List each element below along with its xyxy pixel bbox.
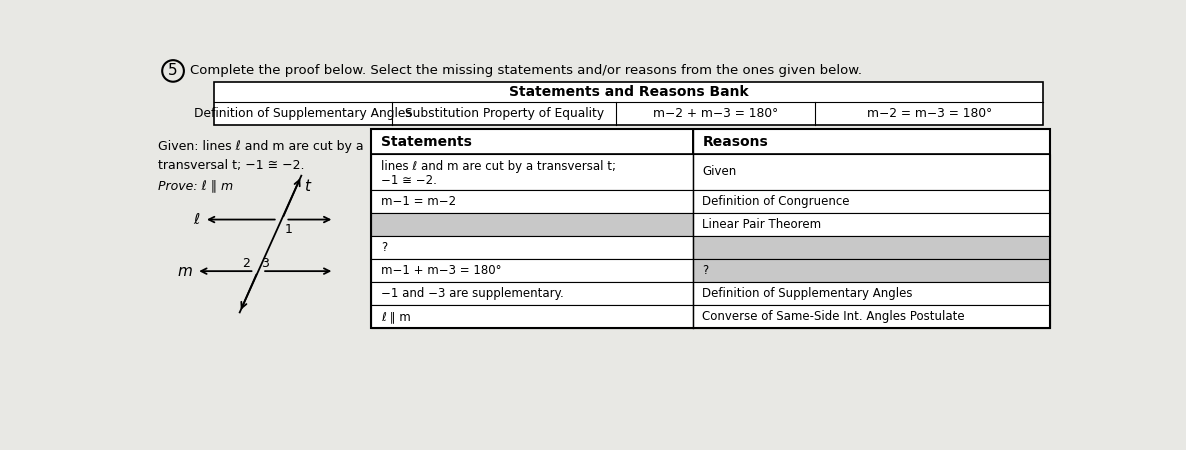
- Text: ?: ?: [702, 264, 708, 277]
- Text: Definition of Supplementary Angles: Definition of Supplementary Angles: [702, 287, 913, 300]
- Text: 2: 2: [242, 256, 250, 270]
- Bar: [371, 282, 693, 305]
- Text: 1: 1: [285, 223, 293, 236]
- Text: Definition of Congruence: Definition of Congruence: [702, 194, 850, 207]
- Text: ℓ ∥ m: ℓ ∥ m: [381, 310, 410, 323]
- Text: 3: 3: [261, 256, 269, 270]
- Bar: [371, 259, 693, 282]
- Bar: [693, 130, 1050, 154]
- Text: ?: ?: [381, 241, 387, 254]
- Text: Substitution Property of Equality: Substitution Property of Equality: [404, 107, 604, 120]
- Text: 5: 5: [168, 63, 178, 78]
- Text: lines ℓ and m are cut by a transversal t;: lines ℓ and m are cut by a transversal t…: [381, 160, 616, 173]
- Bar: [215, 82, 1044, 125]
- Text: m−2 = m−3 = 180°: m−2 = m−3 = 180°: [867, 107, 991, 120]
- Bar: [371, 154, 693, 189]
- Bar: [693, 305, 1050, 328]
- Text: m−1 = m−2: m−1 = m−2: [381, 194, 455, 207]
- Text: Reasons: Reasons: [702, 135, 769, 149]
- Text: Statements and Reasons Bank: Statements and Reasons Bank: [509, 85, 748, 99]
- Text: $\ell$: $\ell$: [193, 212, 200, 227]
- Text: −1 ≅ −2.: −1 ≅ −2.: [381, 174, 436, 187]
- Text: Prove: ℓ ∥ m: Prove: ℓ ∥ m: [158, 179, 232, 192]
- Bar: [371, 130, 693, 154]
- Bar: [371, 305, 693, 328]
- Text: Linear Pair Theorem: Linear Pair Theorem: [702, 218, 822, 231]
- Text: Converse of Same-Side Int. Angles Postulate: Converse of Same-Side Int. Angles Postul…: [702, 310, 965, 323]
- Text: Definition of Supplementary Angles: Definition of Supplementary Angles: [195, 107, 413, 120]
- Text: m−2 + m−3 = 180°: m−2 + m−3 = 180°: [653, 107, 778, 120]
- Bar: [693, 212, 1050, 236]
- Bar: [371, 189, 693, 212]
- Bar: [693, 154, 1050, 189]
- Text: Statements: Statements: [381, 135, 472, 149]
- Text: transversal t; −1 ≅ −2.: transversal t; −1 ≅ −2.: [158, 159, 304, 172]
- Bar: [371, 236, 693, 259]
- Bar: [371, 130, 1050, 328]
- Text: Complete the proof below. Select the missing statements and/or reasons from the : Complete the proof below. Select the mis…: [190, 64, 862, 77]
- Bar: [693, 189, 1050, 212]
- Bar: [693, 259, 1050, 282]
- Bar: [371, 212, 693, 236]
- Text: $t$: $t$: [305, 178, 313, 194]
- Text: Given: Given: [702, 165, 737, 178]
- Text: $m$: $m$: [178, 264, 193, 279]
- Text: −1 and −3 are supplementary.: −1 and −3 are supplementary.: [381, 287, 563, 300]
- Text: Given: lines ℓ and m are cut by a: Given: lines ℓ and m are cut by a: [158, 140, 363, 153]
- Text: m−1 + m−3 = 180°: m−1 + m−3 = 180°: [381, 264, 502, 277]
- Bar: [693, 282, 1050, 305]
- Bar: [693, 236, 1050, 259]
